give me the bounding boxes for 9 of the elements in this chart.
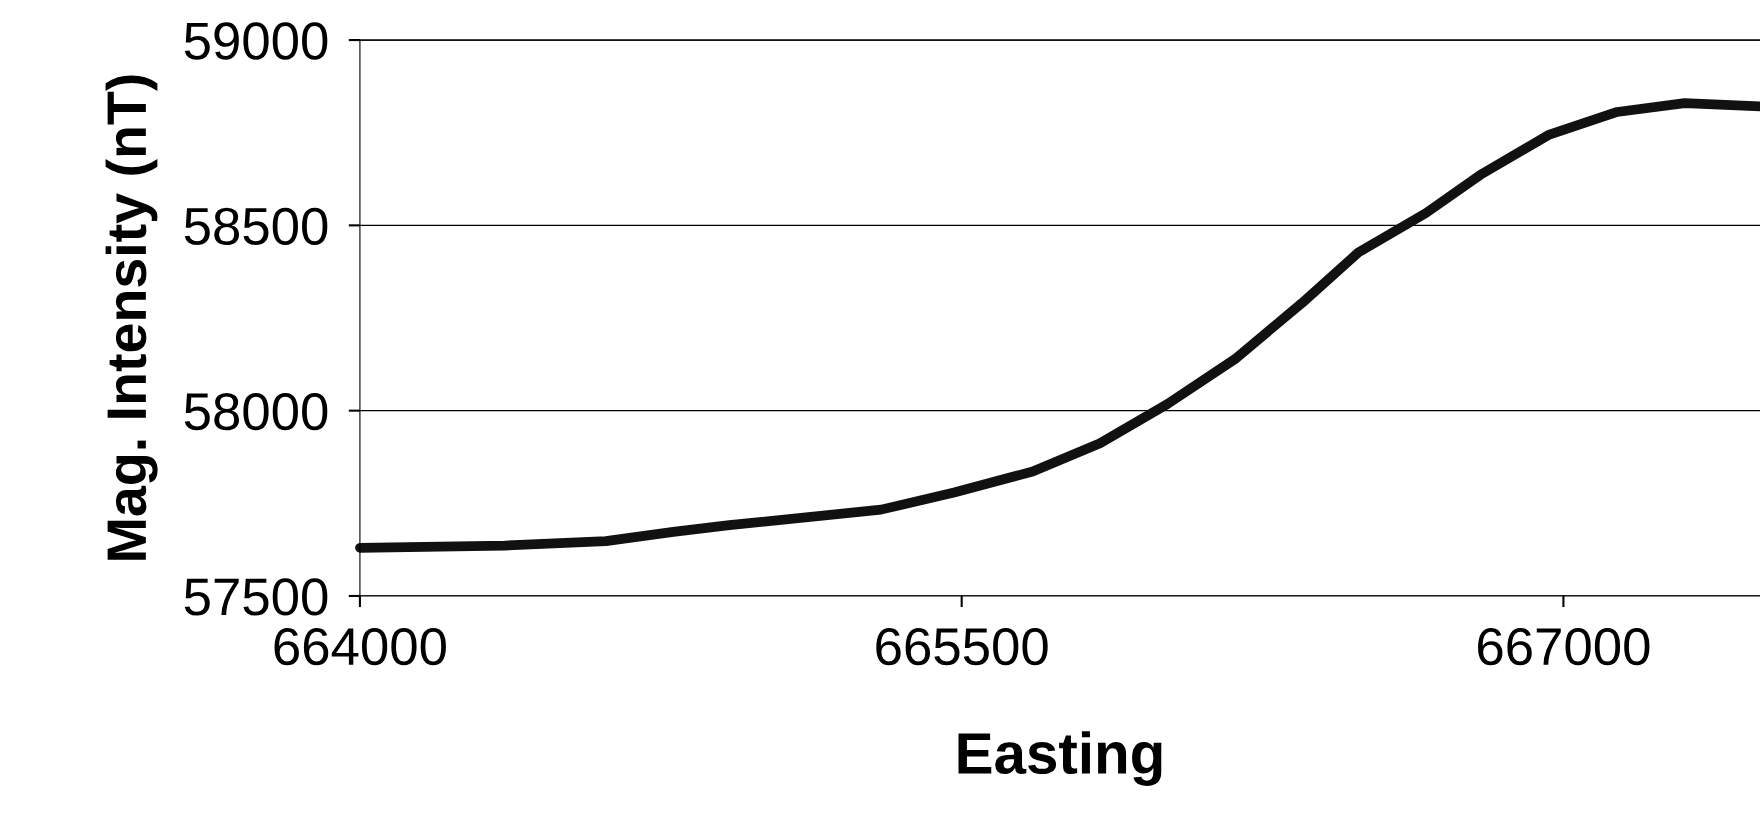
y-axis-title: Mag. Intensity (nT): [105, 75, 158, 560]
y-tick-label: 58000: [184, 392, 328, 431]
y-tick-label: 57500: [184, 578, 328, 616]
x-axis-title: Easting: [958, 731, 1162, 786]
y-tick-label: 58500: [184, 207, 328, 245]
x-tick-label: 664000: [274, 627, 446, 666]
y-tick-label: 59000: [184, 22, 328, 60]
x-tick-label: 667000: [1478, 627, 1650, 666]
x-tick-label: 665500: [876, 627, 1048, 666]
